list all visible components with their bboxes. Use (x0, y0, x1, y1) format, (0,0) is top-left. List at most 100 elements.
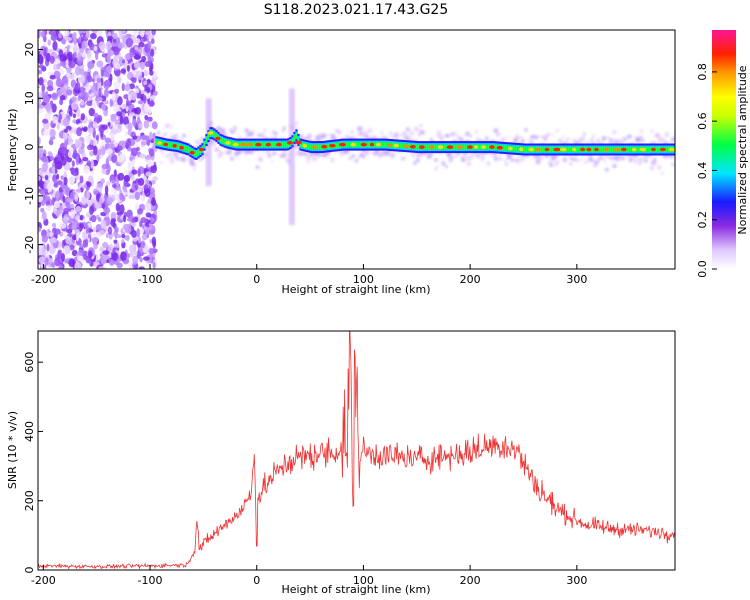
noise-speck (140, 61, 145, 70)
noise-speck (115, 202, 121, 212)
noise-speck (78, 249, 84, 256)
halo-speck (661, 171, 664, 175)
noise-speck (44, 257, 49, 266)
halo-speck (413, 161, 417, 165)
ridge-band (427, 144, 430, 150)
noise-speck (46, 243, 50, 252)
halo-speck (364, 151, 370, 156)
colorbar-tick-label: 0.0 (696, 260, 709, 278)
ridge-band (665, 147, 668, 152)
noise-speck (49, 128, 56, 138)
noise-speck (86, 197, 93, 207)
halo-speck (643, 155, 649, 160)
halo-speck (436, 165, 439, 168)
halo-speck (383, 154, 387, 157)
ridge-band (415, 144, 418, 150)
noise-speck (55, 190, 60, 201)
halo-speck (498, 157, 502, 161)
halo-speck (156, 131, 161, 135)
spectrogram-x-tick-label: 300 (566, 273, 587, 286)
halo-speck (462, 157, 467, 162)
ridge-band (637, 147, 640, 152)
halo-speck (348, 156, 353, 161)
halo-speck (392, 153, 396, 157)
halo-speck (468, 134, 472, 138)
halo-speck (596, 138, 600, 142)
noise-speck (85, 224, 89, 234)
noise-speck (115, 180, 120, 187)
ridge-band (667, 147, 670, 152)
noise-speck (73, 36, 77, 46)
noise-speck (121, 234, 126, 239)
spectrogram-y-tick-label: 0 (23, 144, 36, 151)
halo-speck (480, 157, 485, 161)
snr-y-tick-label: 200 (23, 490, 36, 511)
halo-speck (266, 150, 270, 155)
noise-speck (112, 47, 120, 56)
noise-speck (137, 100, 144, 105)
noise-speck (117, 75, 122, 84)
noise-speck (105, 232, 109, 239)
ridge-band (327, 143, 330, 149)
halo-speck (394, 133, 400, 139)
halo-speck (555, 160, 560, 165)
noise-speck (144, 188, 151, 197)
noise-speck (144, 37, 147, 42)
noise-speck (79, 47, 84, 54)
ridge-band (317, 144, 320, 150)
snr-x-tick-label: -100 (138, 574, 163, 587)
halo-speck (479, 138, 483, 142)
noise-speck (59, 222, 67, 229)
noise-speck (144, 202, 152, 213)
halo-speck (480, 152, 485, 158)
halo-speck (170, 125, 173, 128)
halo-speck (190, 161, 196, 166)
noise-speck (147, 159, 151, 168)
spectrogram-x-tick-label: 100 (353, 273, 374, 286)
noise-speck (47, 151, 52, 157)
halo-speck (385, 150, 390, 155)
noise-speck (59, 99, 64, 106)
halo-speck (671, 162, 675, 167)
ridge-peak (295, 140, 302, 145)
halo-speck (671, 139, 675, 143)
halo-speck (446, 134, 450, 138)
noise-speck (142, 94, 147, 104)
noise-speck (100, 69, 105, 77)
noise-speck (71, 160, 75, 168)
noise-speck (38, 69, 42, 75)
noise-speck (123, 215, 127, 223)
halo-speck (644, 159, 648, 163)
noise-speck (110, 218, 117, 223)
noise-speck (147, 34, 155, 40)
ridge-band (569, 147, 572, 152)
halo-speck (653, 157, 657, 161)
ridge-peak (321, 144, 328, 149)
noise-speck (68, 60, 76, 69)
colorbar-gradient (712, 30, 736, 269)
noise-speck (70, 73, 75, 79)
noise-speck (132, 118, 137, 127)
noise-speck (79, 223, 84, 229)
ridge-peak (302, 144, 308, 148)
ridge-band (381, 142, 384, 148)
halo-speck (672, 136, 675, 140)
halo-speck (172, 151, 177, 156)
noise-speck (62, 75, 68, 85)
halo-speck (485, 136, 489, 140)
noise-speck (125, 106, 129, 112)
noise-speck (67, 51, 73, 58)
halo-speck (530, 140, 534, 144)
ridge-peak (207, 131, 214, 135)
page-title: S118.2023.021.17.43.G25 (264, 2, 449, 18)
noise-speck (114, 88, 119, 94)
noise-speck (69, 176, 76, 184)
halo-speck (215, 148, 219, 152)
noise-speck (107, 122, 111, 127)
noise-speck (151, 236, 156, 246)
noise-speck (99, 127, 103, 134)
noise-speck (113, 81, 121, 89)
noise-speck (76, 108, 81, 118)
ridge-peak (534, 147, 541, 152)
